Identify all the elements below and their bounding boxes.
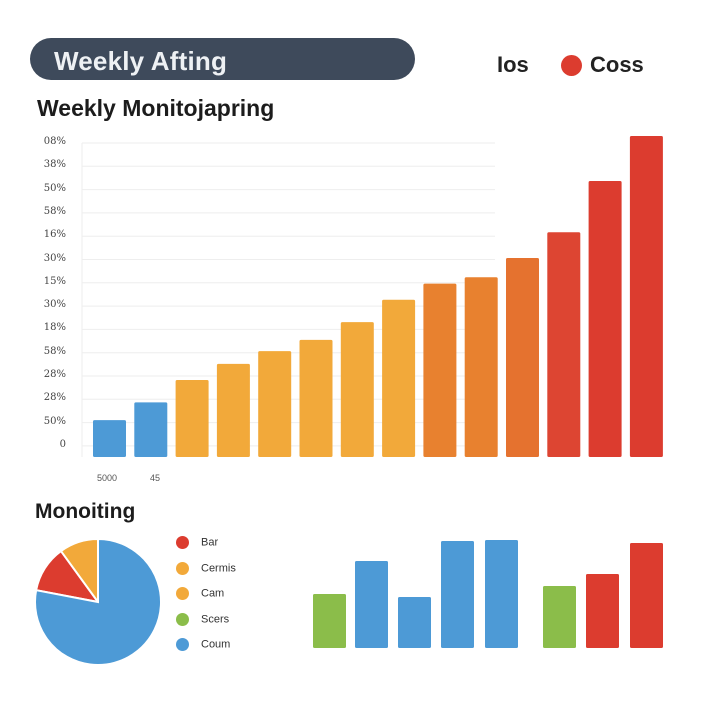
pie-chart-title: Monoiting [35, 500, 136, 523]
pie-legend-item: Cam [176, 587, 224, 600]
bar [629, 136, 663, 457]
legend-label: Cam [201, 587, 225, 600]
y-tick-label: 58% [43, 345, 66, 357]
bar [382, 299, 416, 457]
y-tick-label: 58% [43, 205, 66, 217]
pie-slice [34, 537, 162, 666]
legend-label: Cermis [201, 561, 236, 574]
bar [299, 339, 333, 457]
bar [423, 283, 457, 457]
y-tick-label: 18% [43, 322, 66, 334]
y-tick-label: 28% [43, 369, 66, 380]
y-tick-label: 0 [59, 438, 66, 450]
pie-legend-item: Bar [176, 536, 218, 549]
legend-label: Bar [201, 536, 219, 549]
bar [93, 420, 126, 457]
bar [134, 402, 168, 457]
main-chart-title: Weekly Monitojapring [37, 95, 275, 121]
y-tick-label: 30% [43, 252, 66, 264]
legend-dot-icon [176, 561, 189, 575]
legend-dot-icon [176, 612, 189, 626]
bar [485, 540, 518, 648]
bar [340, 322, 374, 457]
y-tick-label: 15% [43, 275, 66, 287]
legend-coss: Coss [590, 52, 644, 77]
bar [588, 180, 622, 457]
y-tick-label: 30% [43, 299, 66, 311]
y-tick-label: 08% [43, 136, 66, 147]
y-tick-label: 38% [43, 159, 66, 171]
pie-legend-item: Scers [176, 612, 230, 626]
x-tick-label: 5000 [97, 473, 118, 483]
bar [175, 379, 209, 457]
bar [441, 541, 474, 648]
bar [216, 363, 250, 457]
bar [506, 257, 539, 457]
bar [313, 594, 346, 648]
bar [398, 597, 431, 648]
bar [586, 574, 619, 648]
legend-label: Coum [201, 638, 231, 651]
bar [630, 543, 663, 648]
legend-coss-dot [561, 55, 582, 76]
bar [543, 586, 576, 648]
x-tick-label: 45 [150, 473, 161, 483]
bar [547, 232, 581, 457]
y-tick-label: 50% [43, 415, 66, 427]
legend-dot-icon [176, 587, 189, 600]
header-pill-label: Weekly Afting [54, 46, 228, 76]
legend-dot-icon [176, 638, 189, 651]
header-pill: Weekly Afting [30, 38, 415, 80]
pie-legend-item: Coum [176, 638, 230, 651]
legend-ios: Ios [497, 52, 529, 77]
y-tick-label: 50% [43, 182, 66, 194]
bar [258, 351, 292, 457]
y-tick-label: 16% [43, 229, 66, 241]
pie-legend-item: Cermis [176, 561, 236, 575]
y-tick-label: 28% [43, 392, 66, 404]
legend-label: Scers [201, 612, 230, 625]
bar [355, 561, 388, 648]
legend-dot-icon [176, 536, 189, 549]
bar [464, 277, 498, 457]
